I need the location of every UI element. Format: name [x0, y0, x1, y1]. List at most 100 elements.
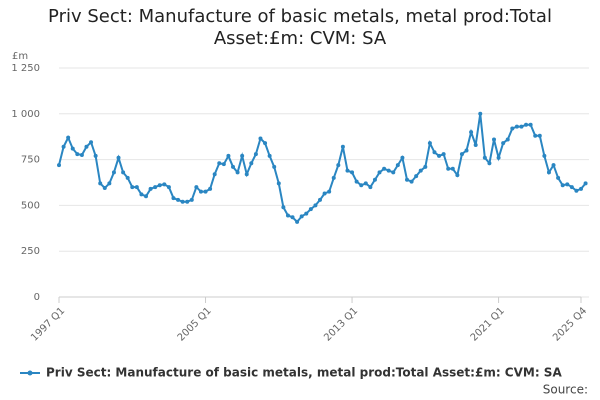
data-point [276, 181, 281, 186]
data-point [111, 170, 116, 175]
data-point [331, 175, 336, 180]
data-point [281, 205, 286, 210]
data-point [203, 189, 208, 194]
data-point [144, 194, 148, 199]
data-point [235, 170, 240, 175]
data-point [574, 188, 579, 193]
data-point [157, 183, 162, 188]
data-point [180, 199, 185, 204]
data-point [171, 196, 176, 201]
data-point [432, 150, 437, 155]
data-point [89, 140, 94, 145]
data-point [519, 124, 524, 129]
data-point [579, 186, 583, 191]
data-point [253, 152, 258, 157]
data-point [542, 153, 547, 158]
data-point [212, 172, 217, 177]
source: Source: [543, 383, 588, 397]
data-point [354, 179, 359, 184]
data-point [583, 181, 588, 186]
data-point [98, 181, 103, 186]
data-point [510, 126, 515, 131]
data-point [308, 207, 313, 212]
data-point [560, 183, 565, 188]
data-point [198, 189, 203, 194]
data-point [492, 137, 496, 142]
data-point [464, 148, 469, 153]
y-axis-unit: £m [12, 51, 28, 62]
data-point [473, 142, 478, 147]
data-point [304, 211, 309, 216]
data-point [345, 168, 350, 173]
data-point [350, 170, 355, 175]
data-point [299, 214, 304, 219]
data-point [66, 135, 71, 140]
data-point [427, 141, 432, 146]
data-point [166, 185, 171, 190]
data-point [57, 163, 61, 168]
data-point [139, 192, 144, 197]
data-point [217, 161, 222, 166]
data-point [240, 153, 245, 158]
data-point [285, 213, 290, 218]
x-tick-label: 2025 Q4 [551, 305, 589, 343]
y-tick-label: 750 [21, 155, 40, 166]
data-point [93, 153, 98, 158]
data-point [322, 191, 327, 196]
y-tick-label: 1 000 [11, 109, 40, 120]
data-point [368, 185, 373, 190]
data-point [208, 186, 213, 191]
data-point [533, 133, 538, 138]
data-point [75, 152, 80, 157]
x-tick-label: 2005 Q1 [176, 305, 214, 343]
data-point [148, 186, 153, 191]
data-point [194, 185, 199, 190]
data-point [405, 177, 409, 182]
data-point [70, 146, 75, 151]
y-tick-label: 250 [21, 246, 40, 257]
data-point [487, 161, 492, 166]
data-point [524, 122, 529, 127]
data-point [125, 175, 130, 180]
data-point [377, 170, 382, 175]
data-point [386, 168, 391, 173]
data-point [478, 111, 483, 116]
data-point [116, 155, 121, 160]
data-point [79, 153, 84, 158]
data-point [313, 203, 318, 208]
data-point [84, 144, 89, 149]
x-tick-label: 2021 Q1 [469, 305, 507, 343]
chart-title: Priv Sect: Manufacture of basic metals, … [48, 6, 552, 49]
data-point [327, 189, 332, 194]
data-point [244, 172, 249, 177]
data-point [363, 181, 368, 186]
data-point [189, 197, 194, 202]
data-point [290, 215, 295, 220]
legend-label: Priv Sect: Manufacture of basic metals, … [46, 366, 562, 380]
data-point [537, 133, 542, 138]
data-point [382, 166, 387, 171]
data-point [267, 153, 272, 158]
data-point [469, 130, 474, 135]
data-point [340, 144, 345, 149]
data-point [459, 152, 464, 157]
data-point [528, 122, 533, 127]
data-point [162, 182, 167, 187]
data-point [359, 183, 364, 188]
data-point [226, 153, 231, 158]
data-point [446, 166, 451, 171]
data-point [546, 170, 551, 175]
y-tick-label: 500 [21, 200, 40, 211]
data-point [409, 179, 414, 184]
data-point [418, 168, 423, 173]
data-point [153, 185, 158, 190]
data-point [258, 136, 263, 141]
data-point [482, 155, 487, 160]
data-point [249, 161, 254, 166]
data-point [121, 170, 126, 175]
data-point [450, 166, 455, 171]
data-point [372, 177, 377, 182]
x-tick-label: 2013 Q1 [322, 305, 360, 343]
data-point [107, 181, 112, 186]
